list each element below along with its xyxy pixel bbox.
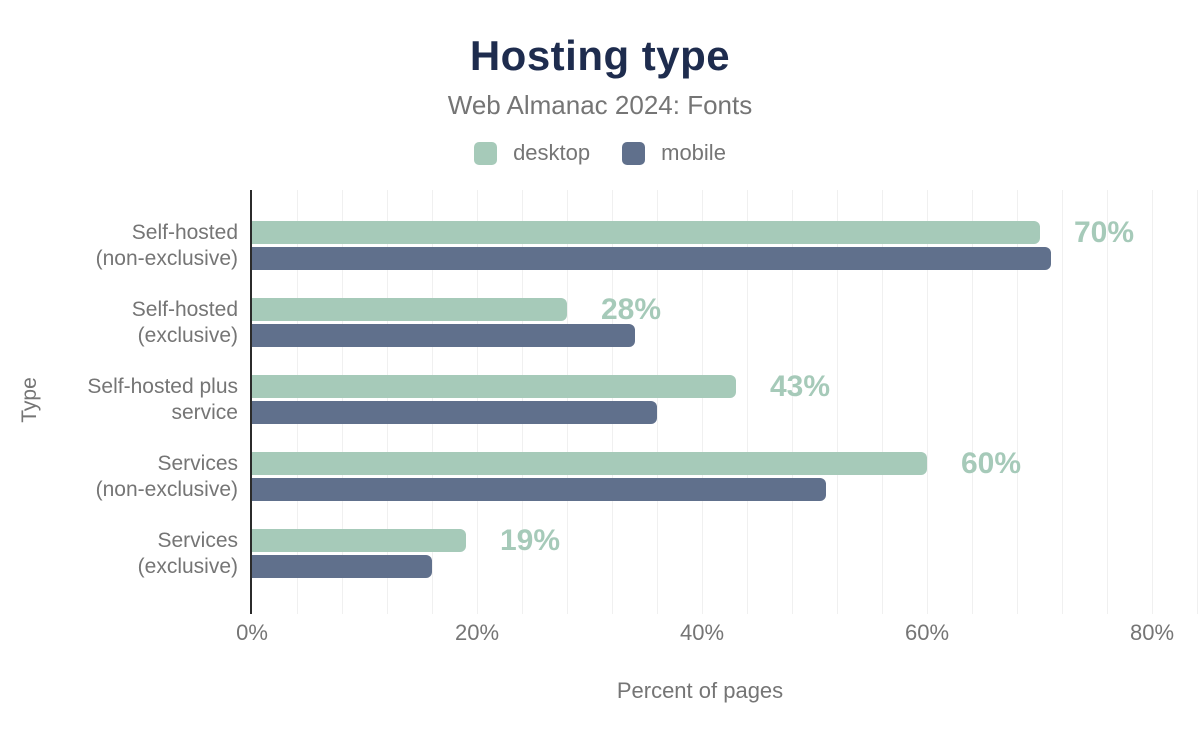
gridline (702, 190, 703, 614)
x-tick-20%: 20% (454, 620, 500, 645)
value-label-2: 43% (770, 369, 831, 403)
category-label-2: Self-hosted plus service (87, 374, 238, 424)
desktop-bar-line: 28% (252, 293, 1197, 326)
x-tick-80%: 80% (1129, 620, 1175, 645)
value-label-1: 28% (601, 292, 662, 326)
chart-title: Hosting type (469, 32, 731, 79)
bar-group-3: 60% (252, 438, 1197, 515)
legend-swatch-mobile (622, 141, 646, 165)
gridline (1152, 190, 1153, 614)
category-label-4: Services (exclusive) (137, 528, 238, 578)
gridline (927, 190, 928, 614)
plot-area: 70% 28% 43% 60% 19% (250, 190, 1198, 614)
bar-desktop-3 (252, 452, 927, 475)
bar-desktop-1 (252, 298, 567, 321)
gridline (837, 190, 838, 614)
mobile-bar-line (252, 324, 1197, 347)
bar-rows: 70% 28% 43% 60% 19% (252, 190, 1197, 608)
gridline (972, 190, 973, 614)
y-axis-line (250, 190, 252, 614)
bar-group-1: 28% (252, 284, 1197, 361)
bar-group-0: 70% (252, 207, 1197, 284)
bar-desktop-2 (252, 375, 736, 398)
x-axis-ticks: 0% 20% 40% 60% 80% (236, 620, 1197, 646)
bar-mobile-4 (252, 555, 432, 578)
bar-mobile-1 (252, 324, 635, 347)
value-label-0: 70% (1074, 215, 1135, 249)
gridline (1107, 190, 1108, 614)
x-tick-40%: 40% (679, 620, 725, 645)
legend-label: desktop (513, 140, 591, 165)
legend-label: mobile (661, 140, 726, 165)
chart-subtitle: Web Almanac 2024: Fonts (447, 90, 753, 120)
gridline (1197, 190, 1198, 614)
mobile-bar-line (252, 555, 1197, 578)
value-label-3: 60% (961, 446, 1022, 480)
category-labels: Self-hosted (non-exclusive) Self-hosted (ex… (0, 190, 252, 608)
category-label-1: Self-hosted (exclusive) (131, 297, 238, 347)
gridline (1017, 190, 1018, 614)
bar-desktop-4 (252, 529, 466, 552)
gridline (882, 190, 883, 614)
legend-item-mobile: mobile (622, 140, 726, 166)
gridline (792, 190, 793, 614)
category-label-3: Services (non-exclusive) (95, 451, 238, 501)
bar-mobile-3 (252, 478, 826, 501)
desktop-bar-line: 43% (252, 370, 1197, 403)
legend: desktop mobile (0, 140, 1200, 166)
mobile-bar-line (252, 401, 1197, 424)
bar-desktop-0 (252, 221, 1040, 244)
bar-mobile-2 (252, 401, 657, 424)
gridline (747, 190, 748, 614)
bar-group-2: 43% (252, 361, 1197, 438)
desktop-bar-line: 19% (252, 524, 1197, 557)
value-label-4: 19% (500, 523, 561, 557)
desktop-bar-line: 60% (252, 447, 1197, 480)
mobile-bar-line (252, 247, 1197, 270)
desktop-bar-line: 70% (252, 216, 1197, 249)
gridline (657, 190, 658, 614)
legend-swatch-desktop (474, 141, 498, 165)
bar-group-4: 19% (252, 515, 1197, 592)
x-tick-0%: 0% (236, 620, 268, 645)
x-tick-60%: 60% (904, 620, 950, 645)
x-axis-title: Percent of pages (616, 678, 784, 703)
gridline (1062, 190, 1063, 614)
bar-mobile-0 (252, 247, 1051, 270)
category-label-0: Self-hosted (non-exclusive) (95, 220, 238, 270)
mobile-bar-line (252, 478, 1197, 501)
legend-item-desktop: desktop (474, 140, 590, 166)
